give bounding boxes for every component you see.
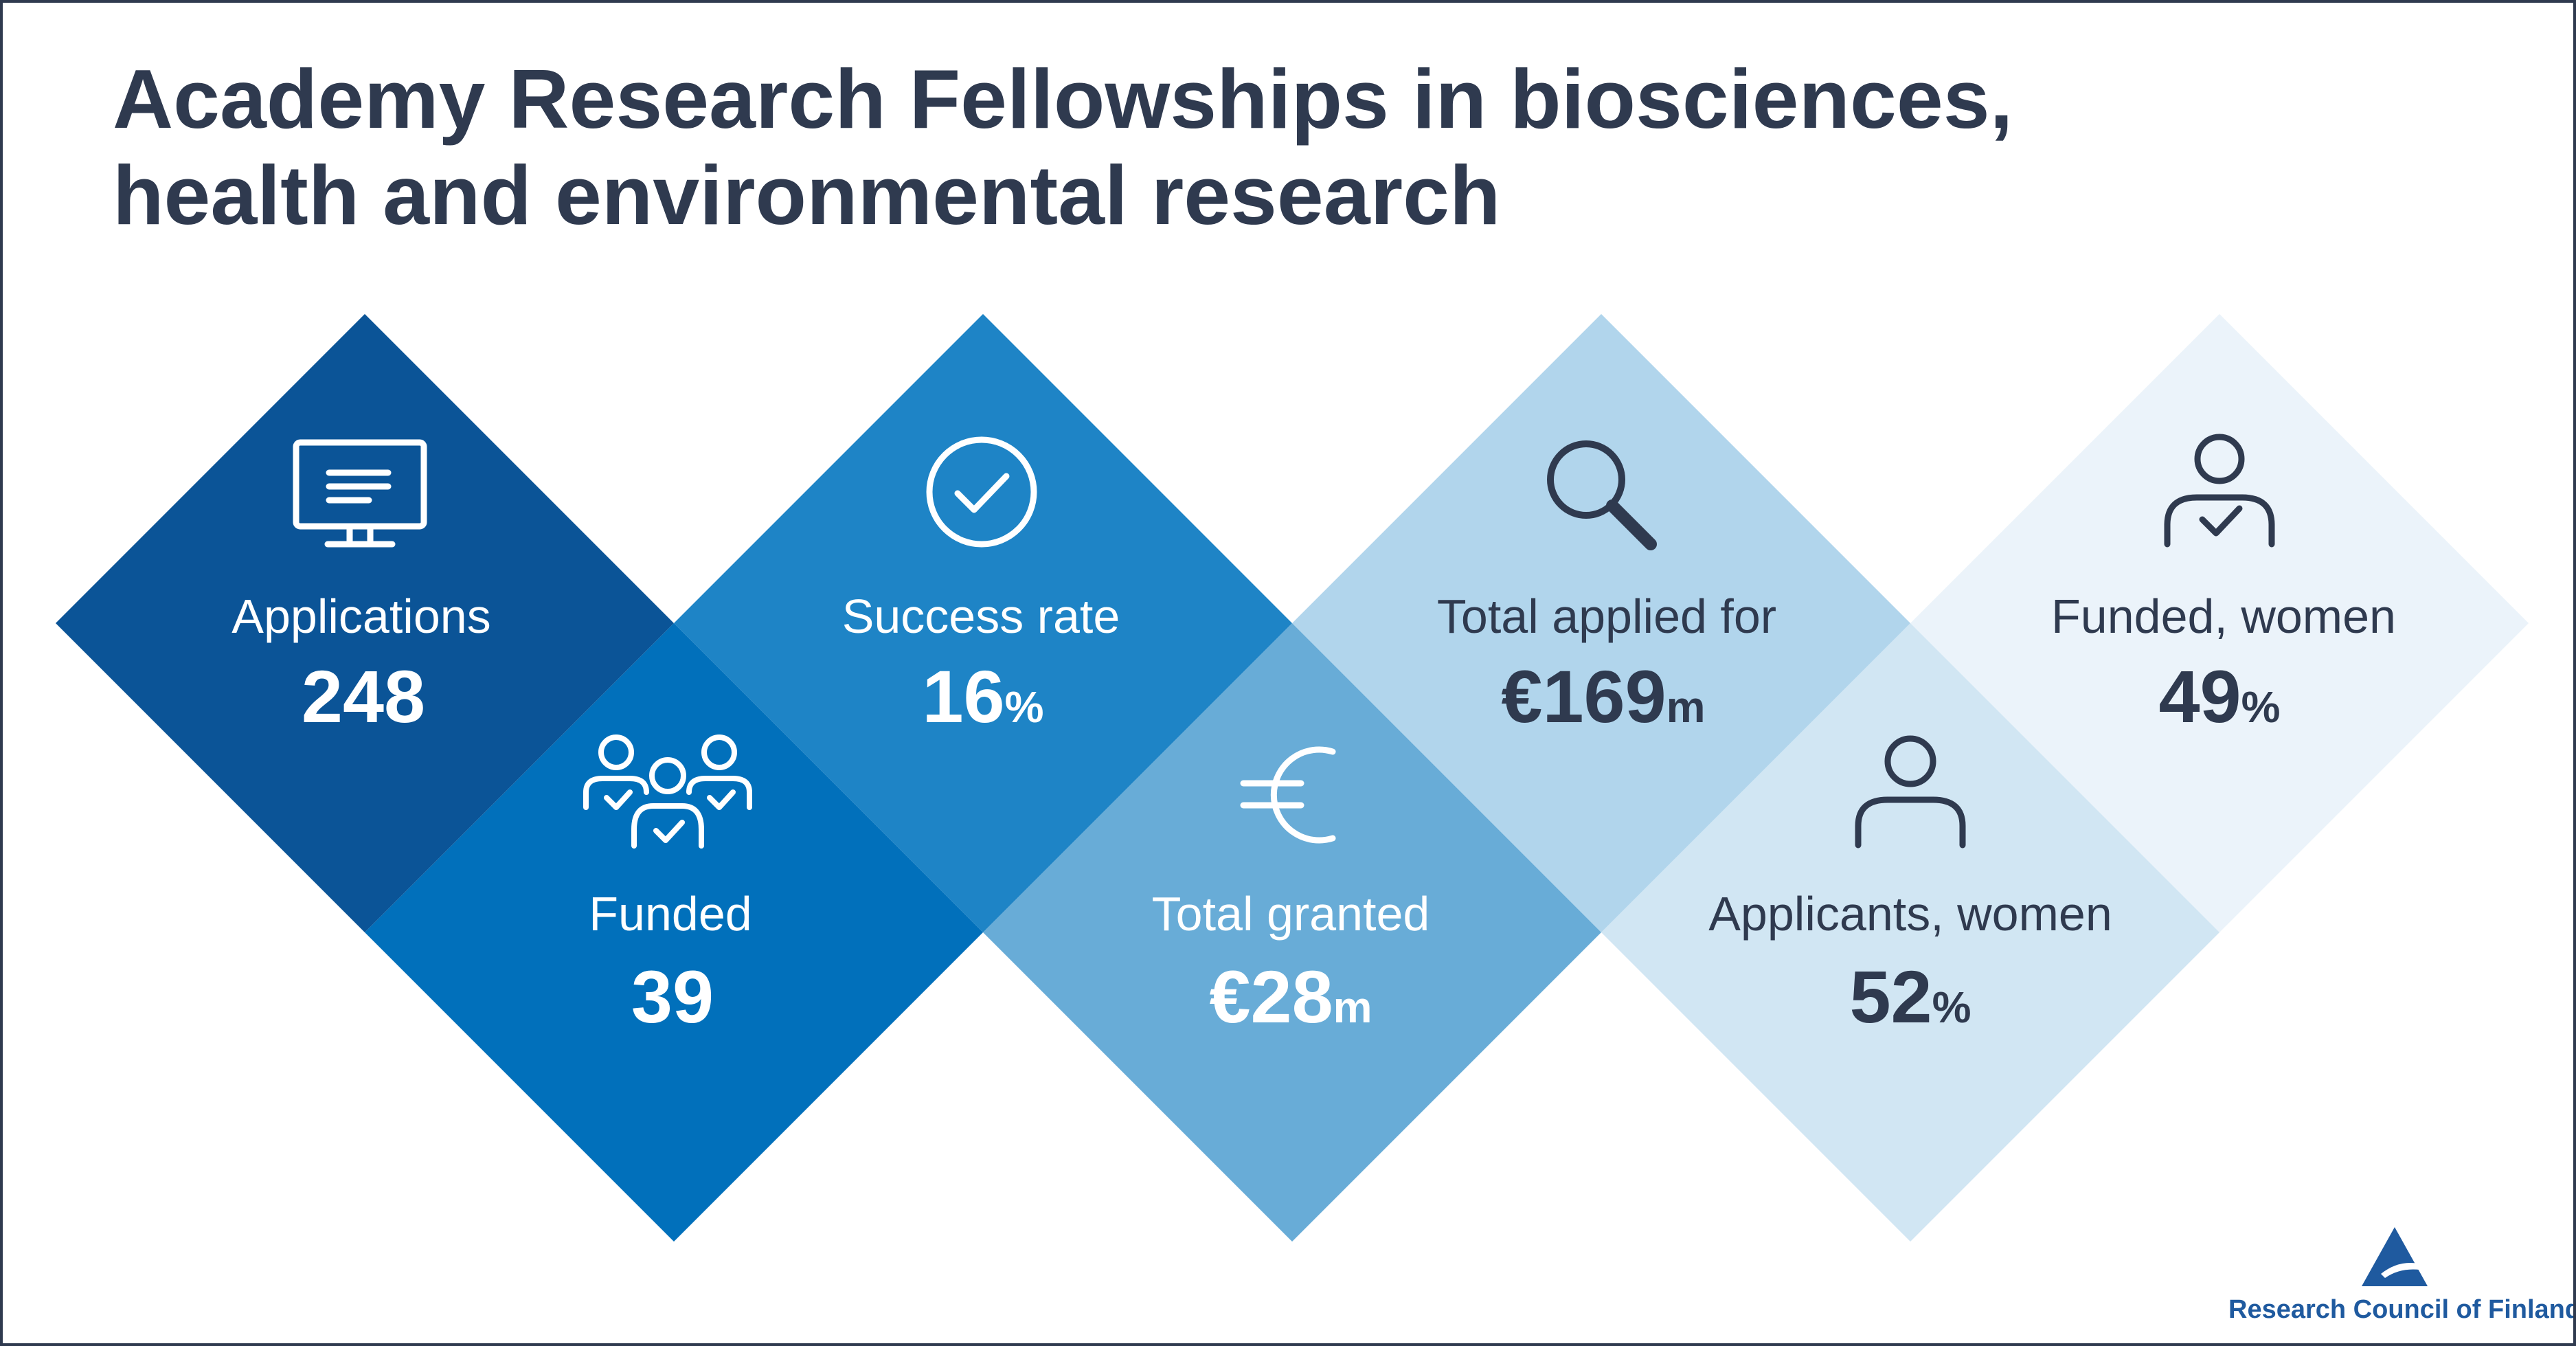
funded-value: 39 [631,956,714,1048]
funded-women-unit: % [2241,682,2281,732]
title-line-1: Academy Research Fellowships in bioscien… [113,52,2013,146]
logo-text: Research Council of Finland [2228,1295,2576,1324]
applicants-women-number: 52 [1849,955,1932,1038]
applications-value: 248 [302,655,425,748]
applicants-women-value: 52% [1849,956,1971,1048]
funded-label: Funded [589,887,752,941]
triangle-logo-icon [2362,1227,2428,1286]
total-applied-value: €169m [1501,655,1705,748]
total-granted-label: Total granted [1151,887,1430,941]
page-title: Academy Research Fellowships in bioscien… [113,51,2448,243]
applications-number: 248 [301,655,426,738]
applicants-women-unit: % [1932,983,1971,1032]
funded-women-label: Funded, women [2051,590,2396,643]
monitor-icon [293,439,427,548]
success-rate-number: 16 [922,655,1005,738]
funded-women-value: 49% [2158,655,2280,748]
total-applied-unit: m [1666,682,1706,732]
magnifier-icon [1547,440,1657,550]
group-check-icon [583,734,752,849]
funded-women-number: 49 [2158,655,2241,738]
applications-label: Applications [231,590,491,643]
success-rate-value: 16% [922,655,1043,748]
person-icon [1855,735,1966,849]
total-granted-value: €28m [1209,956,1372,1048]
euro-icon [1240,746,1336,844]
total-applied-label: Total applied for [1436,590,1777,643]
total-granted-unit: m [1333,983,1372,1032]
person-check-icon [2164,434,2275,548]
check-circle-icon [926,436,1037,548]
success-rate-unit: % [1004,682,1044,732]
total-applied-number: €169 [1501,655,1667,738]
success-rate-label: Success rate [841,590,1120,643]
funded-number: 39 [631,955,714,1038]
title-line-2: health and environmental research [113,148,1501,242]
diamond-tiles [56,314,2529,1242]
brand-logo: Research Council of Finland [2228,1226,2576,1336]
applicants-women-label: Applicants, women [1708,887,2112,941]
total-granted-number: €28 [1209,955,1333,1038]
diamond-applications [56,314,674,932]
